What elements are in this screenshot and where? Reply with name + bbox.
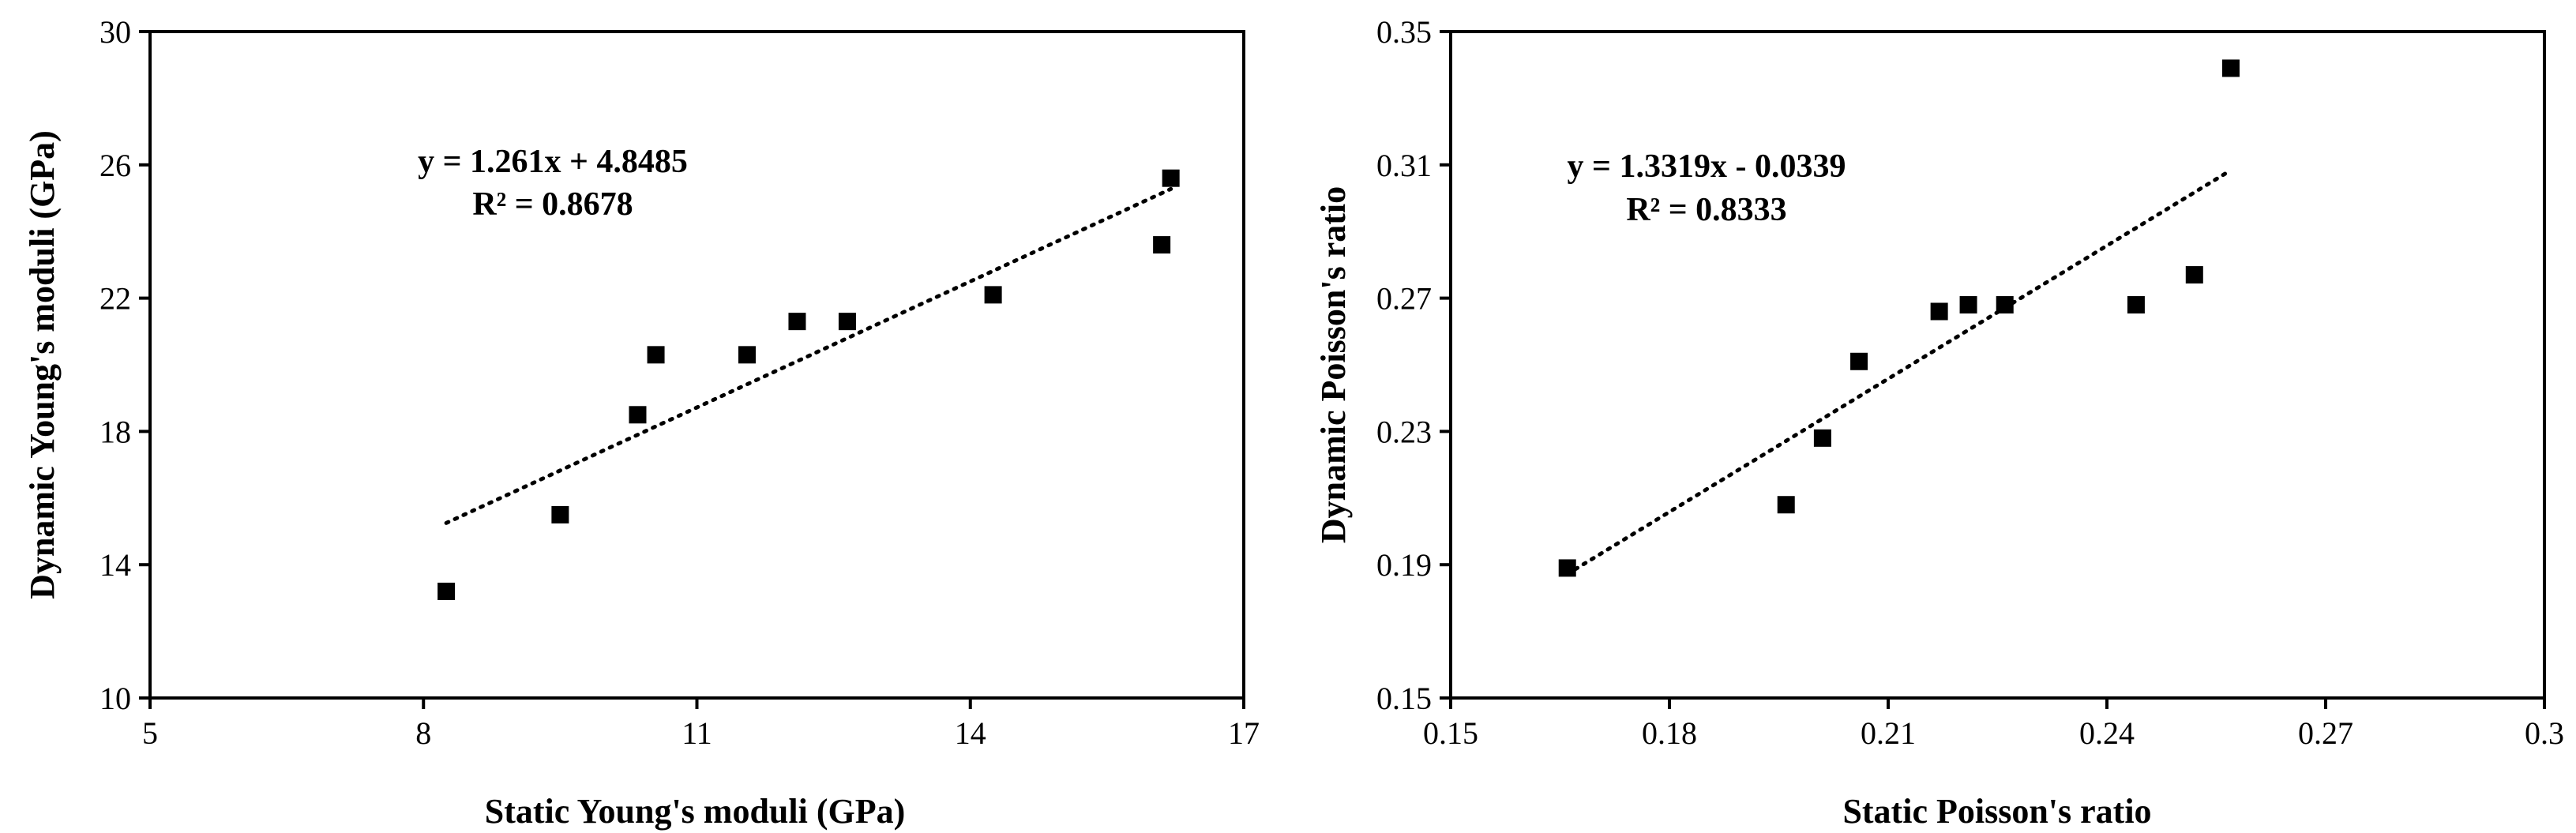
data-point	[1153, 236, 1171, 254]
poisson-ratio-chart: 0.15 0.18 0.21 0.24 0.27 0.3 0.15 0.19 0.23 0.27…	[1314, 14, 2564, 831]
x-tick-label: 0.3	[2525, 715, 2564, 751]
y-tick-label: 18	[100, 414, 131, 449]
x-tick-label: 11	[682, 715, 712, 751]
data-point	[1996, 296, 2014, 314]
x-tick-label: 5	[142, 715, 158, 751]
r-squared: R² = 0.8678	[472, 186, 633, 223]
x-tick-label: 14	[955, 715, 986, 751]
young-moduli-chart: 5 8 11 14 17 10 14 18 22 26 30 y = 1.261x + 4.848…	[23, 14, 1260, 831]
data-point	[1777, 496, 1795, 514]
x-tick-label: 0.21	[1861, 715, 1916, 751]
x-axis-label: Static Poisson's ratio	[1842, 792, 2151, 831]
data-points	[1558, 59, 2240, 577]
data-point	[1813, 429, 1831, 447]
data-points	[437, 169, 1180, 600]
r-squared: R² = 0.8333	[1626, 192, 1786, 228]
y-axis-label: Dynamic Poisson's ratio	[1314, 186, 1353, 543]
trend-equation: y = 1.3319x - 0.0339	[1568, 148, 1846, 185]
data-point	[551, 505, 569, 523]
axis-ticks	[139, 30, 1245, 709]
data-point	[1850, 352, 1868, 370]
x-tick-label: 0.15	[1423, 715, 1478, 751]
y-tick-label: 0.23	[1376, 414, 1432, 449]
data-point	[1558, 559, 1576, 577]
y-tick-labels: 0.15 0.19 0.23 0.27 0.31 0.35	[1376, 14, 1432, 716]
x-tick-label: 17	[1228, 715, 1260, 751]
trendline	[444, 186, 1173, 525]
data-point	[2127, 296, 2145, 314]
data-point	[738, 346, 756, 364]
y-tick-labels: 10 14 18 22 26 30	[100, 14, 131, 716]
y-tick-label: 30	[100, 14, 131, 50]
y-tick-label: 26	[100, 148, 131, 183]
data-point	[437, 582, 456, 600]
y-tick-label: 0.31	[1376, 148, 1432, 183]
data-point	[2185, 266, 2203, 284]
y-axis-label: Dynamic Young's moduli (GPa)	[23, 130, 62, 599]
axis-ticks	[1440, 30, 2546, 709]
data-point	[984, 286, 1002, 304]
x-tick-labels: 5 8 11 14 17	[142, 715, 1260, 751]
y-tick-label: 0.15	[1376, 681, 1432, 716]
data-point	[2221, 59, 2240, 77]
data-point	[838, 313, 856, 331]
data-point	[788, 313, 806, 331]
data-point	[647, 346, 665, 364]
data-point	[1959, 296, 1977, 314]
y-tick-label: 14	[100, 547, 131, 583]
x-tick-label: 8	[415, 715, 431, 751]
y-tick-label: 0.27	[1376, 281, 1432, 317]
y-tick-label: 0.35	[1376, 14, 1432, 50]
y-tick-label: 22	[100, 281, 131, 317]
plot-frame	[148, 30, 1245, 700]
x-axis-label: Static Young's moduli (GPa)	[485, 792, 906, 831]
data-point	[1930, 302, 1948, 321]
data-point	[629, 406, 647, 424]
trendline	[1565, 168, 2233, 576]
x-tick-label: 0.18	[1642, 715, 1697, 751]
trend-equation: y = 1.261x + 4.8485	[418, 144, 688, 180]
x-tick-label: 0.24	[2079, 715, 2135, 751]
data-point	[1162, 169, 1180, 187]
y-tick-label: 0.19	[1376, 547, 1432, 583]
x-tick-labels: 0.15 0.18 0.21 0.24 0.27 0.3	[1423, 715, 2564, 751]
x-tick-label: 0.27	[2298, 715, 2353, 751]
y-tick-label: 10	[100, 681, 131, 716]
plot-frame	[1449, 30, 2546, 700]
